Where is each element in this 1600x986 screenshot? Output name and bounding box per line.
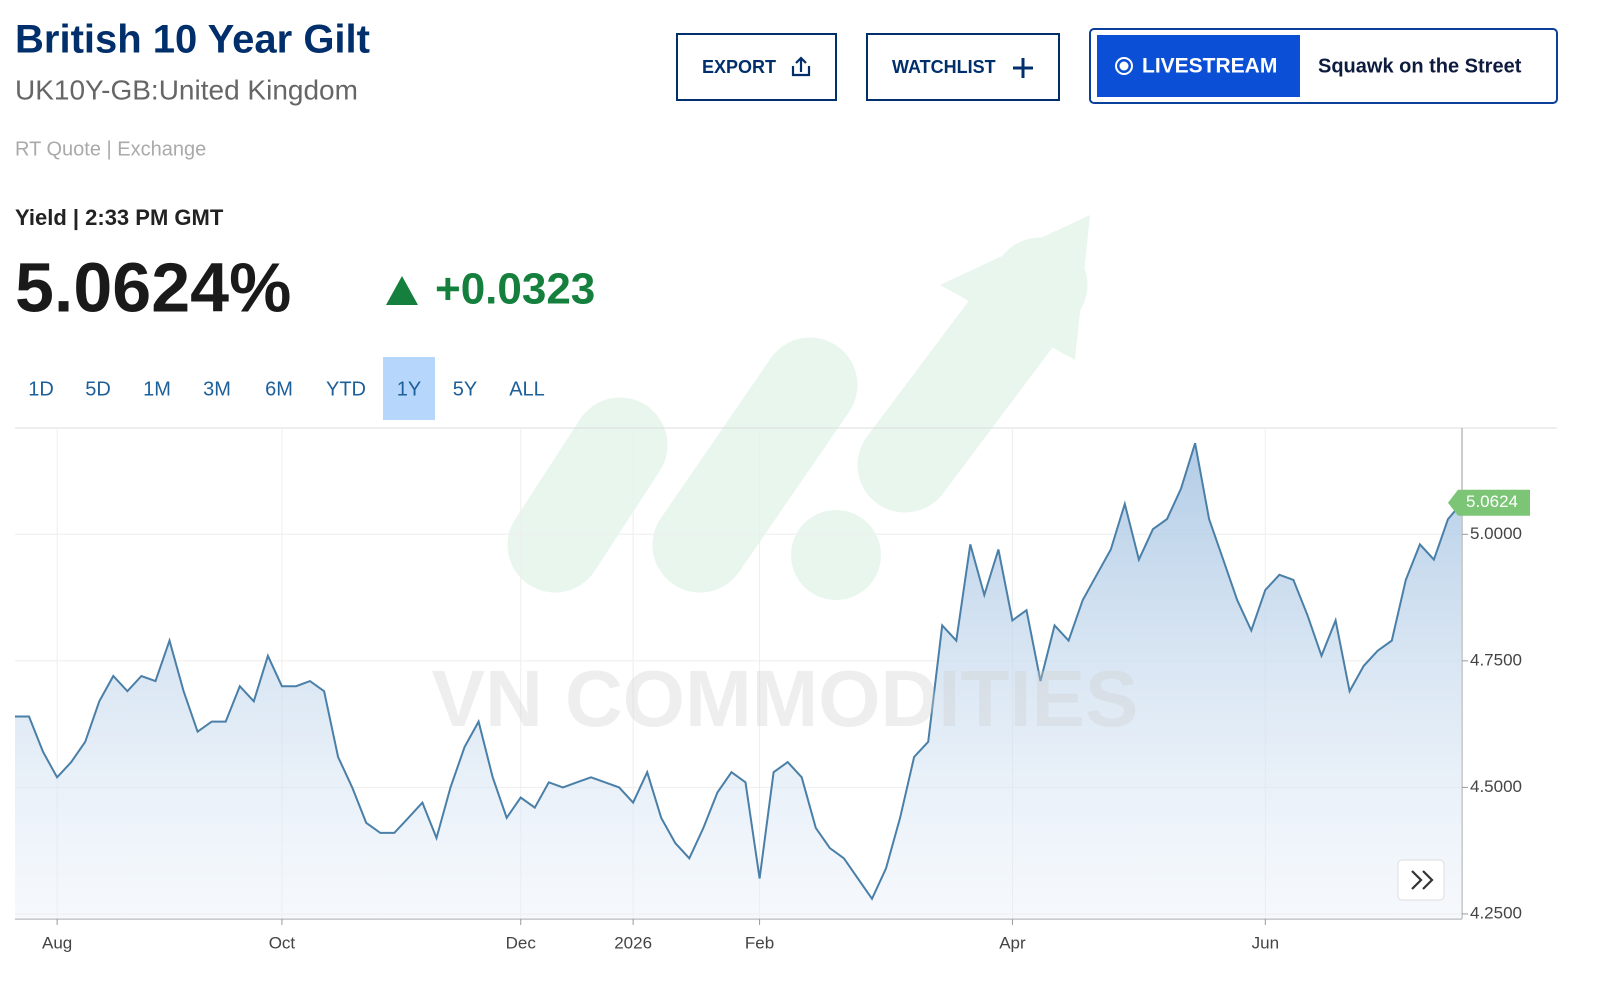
button-label: EXPORT [702,57,776,77]
line [15,442,1463,901]
button-label: WATCHLIST [892,57,996,77]
quote-source: RT Quote | Exchange [15,138,206,160]
y-tick-label: 4.7500 [1470,650,1522,669]
x-tick-label: Apr [999,933,1026,952]
range-tab[interactable]: YTD [326,378,366,400]
range-tab[interactable]: 1M [143,378,171,400]
subtitle: UK10Y-GB:United Kingdom [15,74,358,105]
up-arrow [386,276,418,305]
area [15,443,1462,919]
range-tab[interactable]: 5D [85,378,111,400]
yield-time: Yield | 2:33 PM GMT [15,205,224,230]
watchlist-button[interactable]: WATCHLIST [866,33,1060,101]
x-tick-label: Feb [745,933,774,952]
change: +0.0323 [435,265,595,314]
range-tab[interactable]: 6M [265,378,293,400]
y-tick-label: 4.2500 [1470,903,1522,922]
logo-watermark [507,215,1090,600]
range-tab[interactable]: 1Y [397,378,421,400]
range-tab[interactable]: 1D [28,378,54,400]
x-tick-label: Jun [1252,933,1279,952]
range-tabs: 1D 5D 1M 3M 6M YTD 1Y 5Y ALL [28,357,545,420]
last-value-tag [1448,489,1530,516]
show-name: Squawk on the Street [1318,55,1522,77]
watermark-text: VN COMMODITIES [432,654,1139,743]
range-tab[interactable]: 5Y [453,378,477,400]
scroll-button[interactable] [1397,859,1445,901]
active-tab [383,357,435,420]
range-tab[interactable]: ALL [509,378,545,400]
export-button[interactable]: EXPORT [676,33,837,101]
livestream-widget[interactable]: LIVESTREAM Squawk on the Street [1089,28,1558,104]
x-tick-label: Aug [42,933,72,952]
x-tick-label: Dec [506,933,537,952]
x-tick-label: Oct [269,933,296,952]
title: British 10 Year Gilt [15,18,370,62]
last-value-label: 5.0624 [1466,492,1518,511]
y-tick-label: 5.0000 [1470,524,1522,543]
y-tick-label: 4.5000 [1470,777,1522,796]
chart: 4.2500 4.5000 4.7500 5.0000 Aug Oct Dec 2026 Feb… [15,427,1557,952]
x-tick-label: 2026 [614,933,652,952]
range-tab[interactable]: 3M [203,378,231,400]
livestream-label: LIVESTREAM [1142,55,1277,78]
price: 5.0624% [15,248,291,326]
